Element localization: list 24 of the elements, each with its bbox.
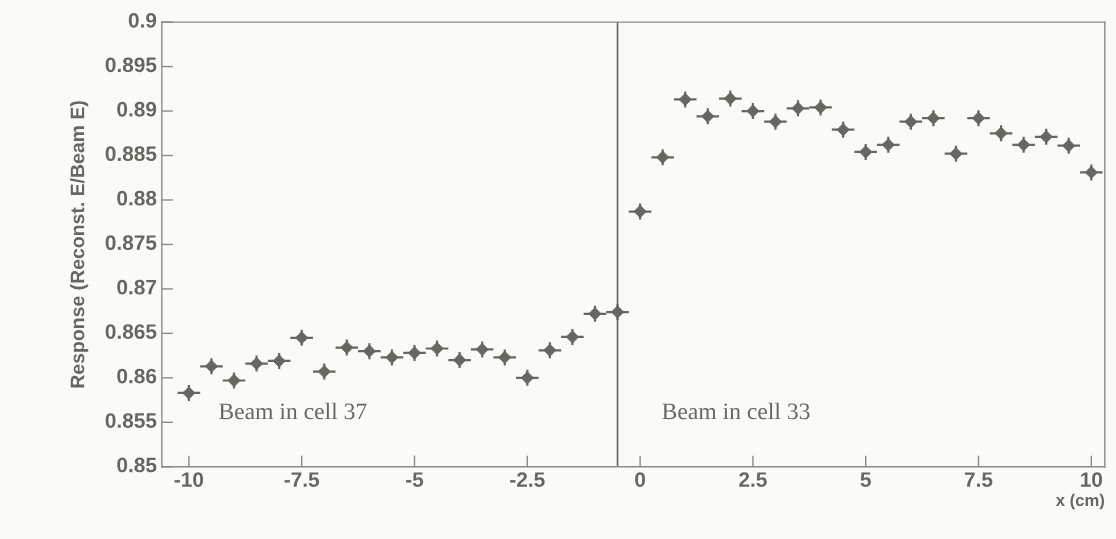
x-axis-title: x (cm): [1055, 493, 1105, 510]
y-tick-label: 0.855: [105, 413, 157, 428]
x-tick-label: -5: [406, 472, 424, 487]
x-tick-label: -10: [174, 472, 204, 487]
x-tick-label: 0: [635, 472, 646, 487]
y-tick-label: 0.875: [105, 235, 157, 251]
x-tick-label: 10: [1081, 472, 1103, 487]
y-tick-label: 0.86: [117, 368, 157, 384]
y-tick-label: 0.895: [105, 57, 157, 73]
x-tick-label: -2.5: [510, 472, 545, 487]
y-tick-label: 0.89: [117, 101, 157, 117]
y-tick-label: 0.885: [105, 146, 157, 162]
annotation: Beam in cell 33: [662, 402, 810, 420]
x-tick-label: 2.5: [739, 472, 767, 487]
y-tick-label: 0.9: [128, 12, 157, 28]
y-axis-title: Response (Reconst. E/Beam E): [70, 101, 89, 388]
y-tick-label: 0.865: [105, 324, 157, 339]
y-tick-label: 0.87: [117, 279, 157, 295]
x-tick-label: -7.5: [284, 472, 320, 487]
y-tick-label: 0.85: [117, 457, 157, 473]
annotation: Beam in cell 37: [219, 402, 367, 420]
x-tick-label: 5: [860, 472, 871, 487]
y-tick-label: 0.88: [117, 190, 157, 206]
x-tick-label: 7.5: [964, 472, 993, 487]
